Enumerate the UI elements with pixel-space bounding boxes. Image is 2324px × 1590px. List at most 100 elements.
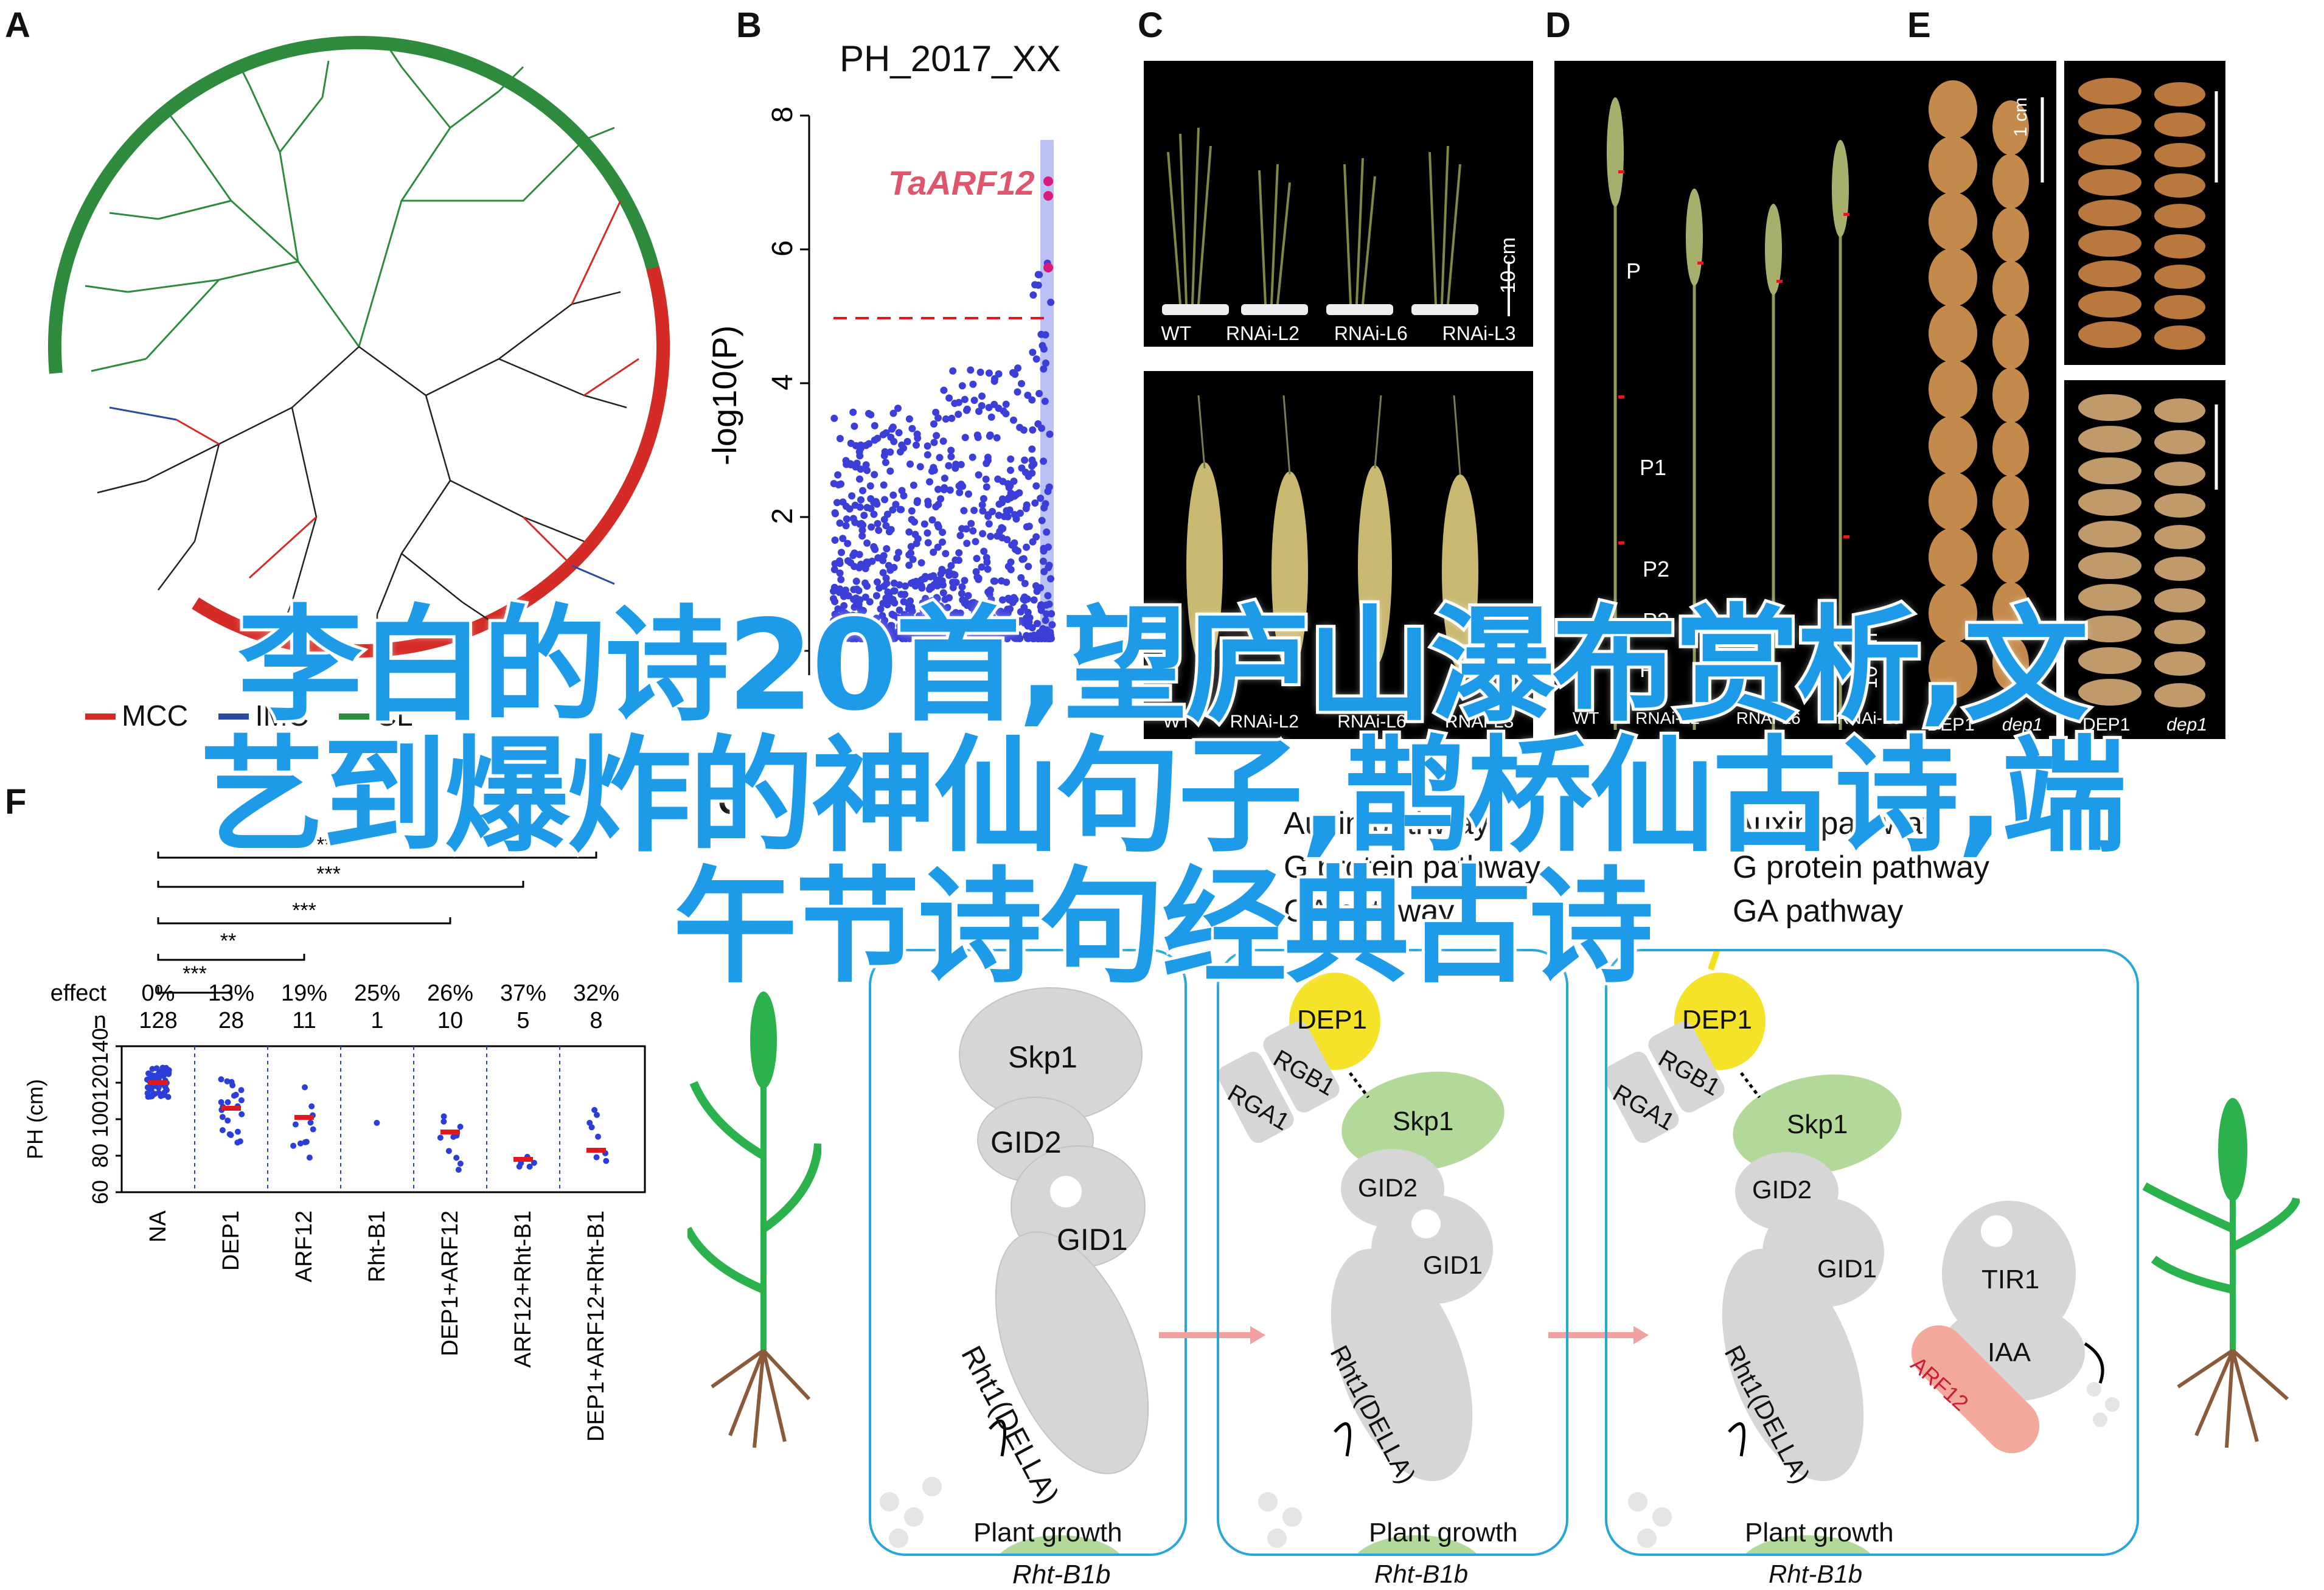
manhattan-point — [1020, 555, 1028, 563]
grain — [1929, 136, 1977, 195]
manhattan-point — [978, 501, 986, 509]
manhattan-point — [853, 459, 861, 467]
photo-e-right-bottom: DEP1 dep1 — [2064, 380, 2225, 739]
ytick-label: 80 — [88, 1144, 113, 1168]
manhattan-point — [1040, 568, 1048, 575]
manhattan-point — [1017, 608, 1025, 616]
grain — [2154, 143, 2205, 167]
dotplot-points — [144, 1064, 610, 1173]
box3-shapes — [1607, 951, 2120, 1554]
manhattan-point — [945, 620, 953, 628]
manhattan-point — [856, 503, 864, 511]
manhattan-point — [900, 444, 908, 452]
manhattan-point — [872, 592, 880, 600]
manhattan-point — [961, 577, 969, 585]
manhattan-point — [939, 529, 947, 536]
grain — [2078, 108, 2141, 135]
dot — [457, 1161, 464, 1167]
label-rnai-l3: RNAi-L3 — [1442, 322, 1516, 344]
manhattan-point — [987, 532, 995, 540]
manhattan-point — [892, 631, 900, 639]
manhattan-point — [849, 631, 857, 638]
manhattan-point — [1042, 500, 1049, 508]
manhattan-point — [1021, 456, 1029, 464]
manhattan-point — [1038, 342, 1046, 350]
photo-c-top: 10 cm WT RNAi-L2 RNAi-L6 RNAi-L3 — [1144, 61, 1533, 347]
manhattan-point — [902, 582, 909, 590]
node-label-p2: P2 — [1643, 557, 1670, 581]
manhattan-point — [937, 495, 945, 503]
manhattan-point — [958, 583, 966, 591]
sig-2: *** — [316, 863, 341, 886]
dot — [374, 1120, 380, 1126]
manhattan-point — [849, 408, 857, 416]
sig-5: *** — [183, 962, 207, 985]
manhattan-point — [834, 605, 842, 613]
protein-gid1: GID1 — [1423, 1251, 1483, 1279]
manhattan-point — [851, 603, 858, 611]
manhattan-point — [930, 467, 938, 474]
node-label-p: P — [1626, 259, 1641, 283]
manhattan-point — [894, 614, 902, 622]
dot — [226, 1131, 233, 1137]
overlay-text-line-2: 艺到爆炸的神仙句子,鹊桥仙古诗,端 — [197, 724, 2130, 869]
manhattan-point — [885, 528, 893, 536]
manhattan-point — [842, 457, 850, 465]
protein-rht-b1b: Rht-B1b — [1769, 1560, 1863, 1588]
manhattan-point — [855, 448, 863, 456]
ytick-label: 100 — [88, 1101, 113, 1137]
pathway-list-mid: Auxin pathway G protein pathway GA pathw… — [1284, 802, 1540, 933]
manhattan-point — [830, 480, 838, 487]
manhattan-point — [875, 584, 883, 592]
manhattan-point — [970, 599, 978, 606]
manhattan-point — [934, 485, 942, 493]
manhattan-point — [965, 490, 972, 498]
manhattan-point — [905, 528, 913, 536]
group-dividers — [194, 1046, 560, 1192]
manhattan-point — [893, 554, 901, 562]
manhattan-point — [949, 578, 956, 586]
label-rnai-l3: RNAi-L3 — [1837, 709, 1902, 727]
dot — [144, 1084, 151, 1091]
manhattan-point — [1012, 634, 1020, 642]
grain — [1929, 192, 1977, 251]
manhattan-point — [859, 487, 867, 495]
manhattan-point — [1006, 631, 1014, 639]
manhattan-point — [908, 607, 916, 615]
manhattan-point — [958, 382, 966, 390]
manhattan-point — [918, 584, 926, 592]
manhattan-point — [936, 620, 944, 628]
manhattan-point — [949, 367, 957, 375]
ytick-label: 140 — [88, 1028, 113, 1064]
manhattan-point — [865, 409, 872, 417]
legend-imc-swatch — [218, 713, 249, 720]
dot — [164, 1087, 170, 1094]
dot — [306, 1154, 313, 1161]
manhattan-point — [855, 550, 863, 558]
dot — [445, 1148, 452, 1154]
manhattan-point — [1046, 430, 1054, 438]
manhattan-point — [887, 433, 895, 441]
manhattan-point — [957, 460, 965, 468]
grain — [2078, 616, 2141, 642]
grain-rows-left — [1929, 80, 2044, 698]
manhattan-point — [962, 525, 970, 533]
grain — [1929, 360, 1977, 418]
manhattan-point — [1029, 349, 1037, 356]
manhattan-point — [926, 478, 933, 486]
grain — [2154, 525, 2205, 549]
manhattan-point — [1028, 396, 1036, 404]
manhattan-point — [969, 453, 976, 461]
grain — [2154, 651, 2205, 676]
photo-c-bottom-labels: WT RNAi-L2 RNAi-L6 RNAi-L3 — [1144, 712, 1533, 732]
label-dep1-upper: DEP1 — [2082, 715, 2131, 735]
dotplot-frame — [120, 1045, 646, 1193]
dot — [238, 1097, 245, 1103]
grain — [1929, 416, 1977, 474]
tree-branches-blue — [109, 406, 615, 585]
manhattan-point — [842, 522, 850, 530]
manhattan-point — [1037, 603, 1045, 611]
protein-gid1: GID1 — [1817, 1254, 1877, 1283]
photo-e-right-top — [2064, 61, 2225, 365]
grain — [2078, 679, 2141, 706]
